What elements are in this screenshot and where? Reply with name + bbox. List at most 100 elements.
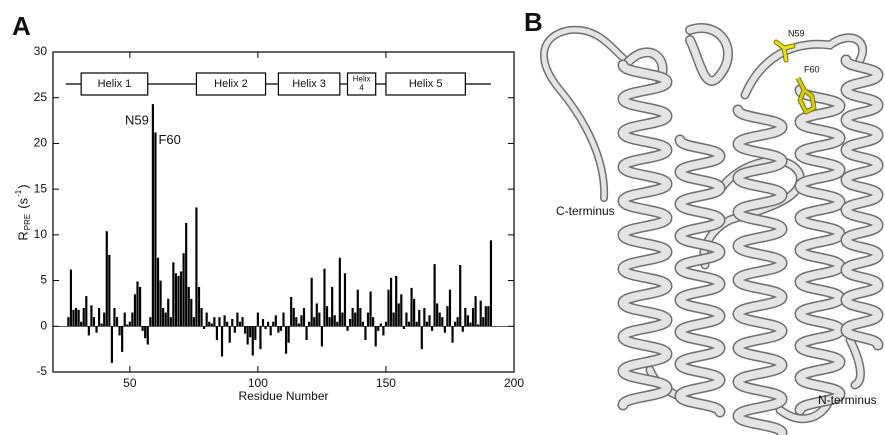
bar	[377, 326, 380, 331]
bar	[90, 305, 93, 327]
bar	[172, 262, 175, 327]
annotation: F60	[158, 132, 180, 147]
bar	[308, 321, 311, 327]
bar	[433, 264, 436, 327]
bar	[323, 268, 326, 327]
bar	[105, 231, 108, 327]
bar	[430, 326, 434, 331]
bar	[341, 312, 344, 327]
helix-label: Helix 5	[409, 78, 443, 90]
bar	[292, 308, 295, 327]
bar	[159, 280, 162, 327]
x-tick-label: 100	[248, 376, 268, 390]
bar	[182, 253, 185, 327]
side-chain	[774, 40, 795, 62]
bar	[251, 326, 254, 356]
ribbon	[847, 337, 864, 388]
structure-label: F60	[804, 64, 820, 74]
bar	[149, 317, 152, 327]
bar	[218, 317, 221, 327]
bar	[259, 326, 262, 350]
y-axis-title-part: -1	[14, 189, 23, 197]
y-tick-label: 15	[34, 181, 48, 195]
bar	[80, 321, 83, 327]
bar	[318, 312, 321, 327]
bar	[203, 326, 206, 330]
bar	[354, 312, 357, 327]
ribbon	[841, 56, 883, 349]
bar	[238, 321, 242, 327]
bar	[277, 326, 280, 333]
bar	[466, 315, 469, 327]
bar	[138, 286, 142, 327]
bar	[133, 294, 137, 327]
helix-box	[277, 72, 341, 96]
bar	[195, 207, 198, 327]
bar	[482, 317, 485, 327]
y-tick-label: 5	[40, 273, 47, 287]
y-tick-label: 0	[40, 318, 47, 332]
bar	[141, 326, 144, 331]
bar	[67, 317, 70, 327]
ribbon	[686, 24, 732, 85]
bar	[469, 322, 472, 327]
x-tick-label: 200	[504, 376, 524, 390]
bar	[305, 326, 308, 340]
bar	[190, 298, 193, 327]
bar	[459, 265, 462, 327]
bar	[461, 326, 464, 332]
bar	[290, 297, 293, 327]
bar	[249, 326, 252, 338]
bar	[231, 318, 234, 327]
bar	[325, 306, 329, 327]
bar	[313, 317, 316, 327]
bar	[241, 317, 244, 327]
bar	[336, 321, 339, 327]
bar	[162, 308, 165, 327]
helix-label: 4	[359, 84, 364, 93]
structure-label: N59	[788, 28, 805, 38]
bar	[302, 308, 306, 327]
bar	[215, 326, 218, 340]
bar	[169, 317, 172, 327]
ribbon	[795, 86, 845, 414]
helix-label: Helix 3	[292, 78, 326, 90]
protein-structure	[540, 23, 884, 435]
bar	[402, 326, 405, 330]
bar	[177, 276, 180, 327]
bar	[269, 326, 272, 336]
bar	[441, 317, 444, 327]
bar	[356, 289, 359, 327]
helix-label: Helix	[353, 75, 371, 84]
ribbon	[618, 61, 672, 409]
bar	[484, 306, 487, 327]
bar	[338, 257, 341, 327]
bar	[136, 281, 139, 327]
y-tick-label: 25	[34, 90, 48, 104]
bar	[128, 321, 131, 327]
bar	[156, 257, 160, 327]
bar	[200, 308, 203, 327]
helix-box	[195, 72, 267, 96]
bar	[489, 240, 493, 327]
bar	[346, 326, 349, 331]
bar	[464, 308, 467, 327]
bar	[121, 326, 124, 352]
bar	[85, 296, 88, 327]
bar	[213, 317, 216, 327]
bar	[261, 318, 265, 327]
bar	[320, 326, 324, 347]
bar	[438, 312, 441, 327]
bar	[384, 321, 388, 327]
annotation: N59	[125, 113, 149, 128]
bar	[82, 308, 85, 327]
bar	[418, 309, 421, 327]
bar	[382, 326, 385, 336]
bar	[167, 298, 170, 327]
bar	[372, 317, 375, 327]
bar	[397, 303, 400, 327]
bar	[187, 286, 190, 327]
bar	[272, 321, 275, 327]
bar	[300, 315, 303, 327]
